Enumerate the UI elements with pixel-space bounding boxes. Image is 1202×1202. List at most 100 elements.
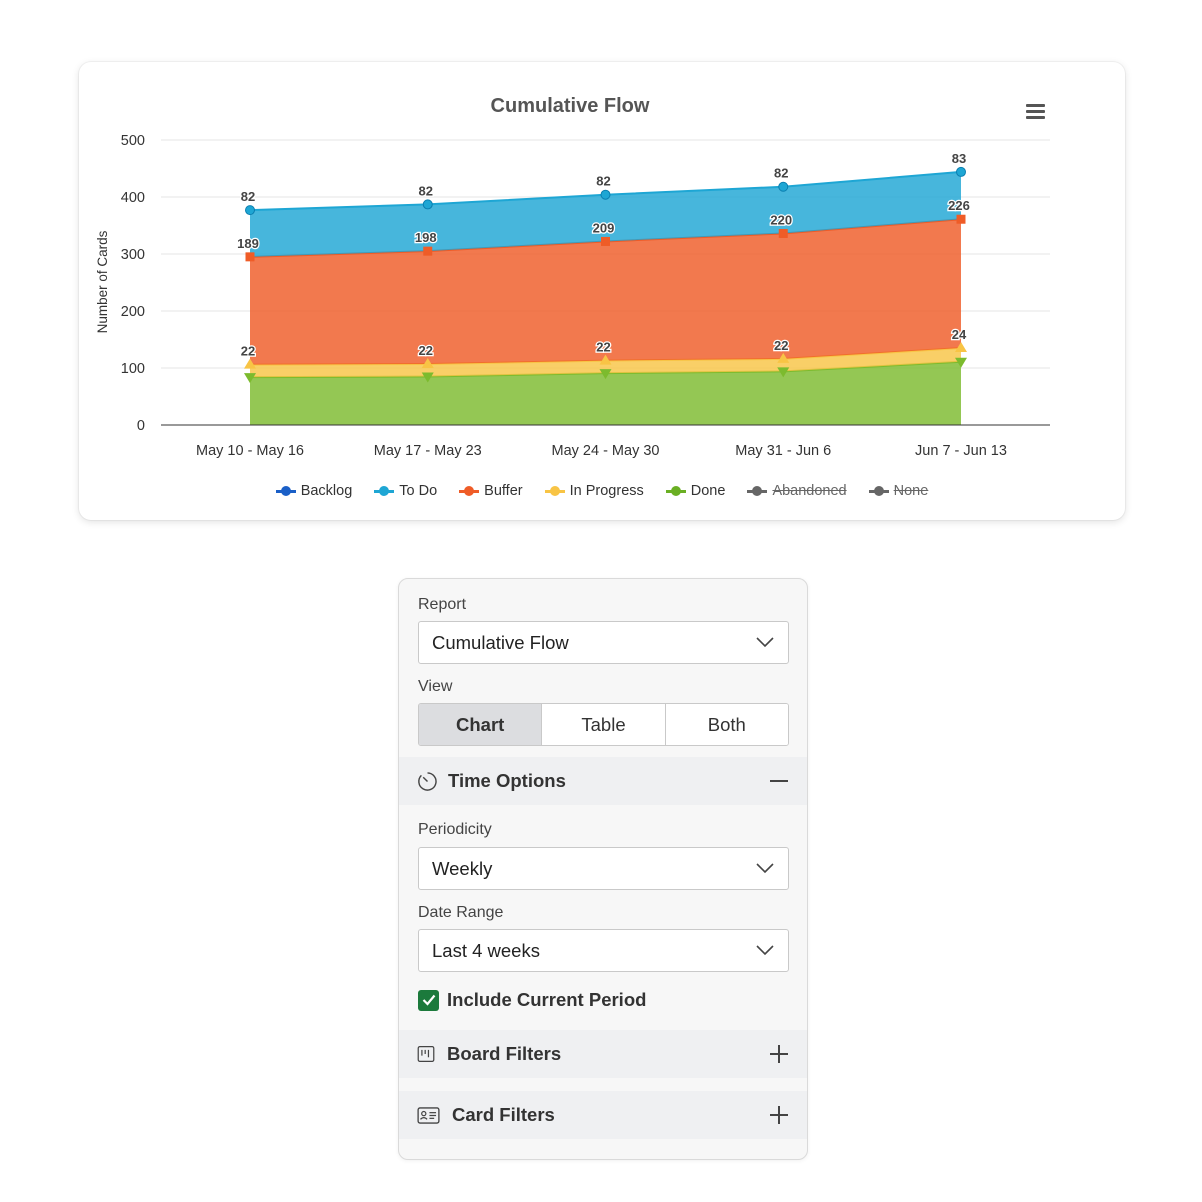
data-label-to-do: 82 xyxy=(596,174,610,189)
point-buffer xyxy=(245,252,255,262)
y-tick-label: 500 xyxy=(121,133,145,149)
chevron-down-icon xyxy=(756,637,774,648)
point-buffer xyxy=(423,246,433,256)
legend-swatch xyxy=(459,485,480,497)
data-label-in-progress: 22 xyxy=(774,338,788,353)
point-done xyxy=(421,372,434,383)
legend-label: Abandoned xyxy=(772,483,847,499)
view-both-button[interactable]: Both xyxy=(664,704,788,745)
chevron-down-icon xyxy=(756,945,774,956)
y-tick-label: 0 xyxy=(137,418,145,434)
report-select[interactable]: Cumulative Flow xyxy=(418,621,789,664)
view-toggle: Chart Table Both xyxy=(418,703,789,746)
data-label-to-do: 82 xyxy=(419,183,433,198)
legend-label: None xyxy=(893,483,929,499)
data-label-to-do: 82 xyxy=(774,166,788,181)
data-label-in-progress: 24 xyxy=(952,327,967,342)
legend-swatch xyxy=(544,485,565,497)
legend-item-backlog[interactable]: Backlog xyxy=(275,481,353,501)
legend-item-done[interactable]: Done xyxy=(665,481,726,501)
include-current-period-checkbox-row[interactable]: Include Current Period xyxy=(418,989,646,1011)
y-axis-label: Number of Cards xyxy=(95,230,110,333)
data-label-buffer: 220 xyxy=(770,212,792,227)
chevron-down-icon xyxy=(756,863,774,874)
id-card-icon xyxy=(417,1107,440,1124)
data-label-in-progress: 22 xyxy=(596,340,610,355)
legend-label: Done xyxy=(690,483,726,499)
point-done xyxy=(777,367,790,378)
legend-label: In Progress xyxy=(569,483,644,499)
board-filters-header[interactable]: Board Filters xyxy=(399,1030,807,1078)
view-chart-button[interactable]: Chart xyxy=(419,704,542,745)
legend-swatch xyxy=(374,485,395,497)
periodicity-select[interactable]: Weekly xyxy=(418,847,789,890)
data-label-buffer: 189 xyxy=(237,236,259,251)
view-table-button[interactable]: Table xyxy=(541,704,665,745)
legend-item-abandoned[interactable]: Abandoned xyxy=(747,481,847,501)
point-buffer xyxy=(601,236,610,246)
point-in-progress xyxy=(421,358,434,369)
data-label-in-progress: 22 xyxy=(419,343,433,358)
checkmark-icon xyxy=(422,994,435,1006)
point-to-do xyxy=(245,205,255,216)
chart-legend: Backlog To Do Buffer In Progress Done Abandon… xyxy=(79,481,1125,501)
point-buffer xyxy=(956,214,966,224)
data-label-in-progress: 22 xyxy=(241,344,255,359)
legend-label: Backlog xyxy=(300,483,353,499)
x-tick-label: Jun 7 - Jun 13 xyxy=(915,443,1007,459)
report-label: Report xyxy=(418,596,467,613)
data-label-to-do: 82 xyxy=(241,189,255,204)
chart-card: Cumulative Flow 0 100 200 300 400 500 Number of… xyxy=(79,62,1125,520)
legend-item-none[interactable]: None xyxy=(868,481,929,501)
legend-label: To Do xyxy=(399,483,438,499)
legend-item-in-progress[interactable]: In Progress xyxy=(544,481,644,501)
point-done xyxy=(599,369,612,380)
x-tick-label: May 31 - Jun 6 xyxy=(735,443,831,459)
data-label-to-do: 83 xyxy=(952,151,966,166)
include-current-period-checkbox[interactable] xyxy=(418,989,439,1011)
point-to-do xyxy=(956,166,966,177)
data-label-buffer: 198 xyxy=(415,230,437,245)
legend-item-to-do[interactable]: To Do xyxy=(374,481,437,501)
plus-icon[interactable] xyxy=(769,1105,789,1125)
point-in-progress xyxy=(955,342,967,353)
periodicity-label: Periodicity xyxy=(418,821,492,838)
legend-item-buffer[interactable]: Buffer xyxy=(459,481,523,501)
x-tick-label: May 10 - May 16 xyxy=(196,443,304,459)
legend-swatch xyxy=(665,485,686,497)
legend-swatch xyxy=(275,485,296,497)
card-filters-header[interactable]: Card Filters xyxy=(399,1091,807,1139)
x-tick-label: May 24 - May 30 xyxy=(552,443,660,459)
y-tick-label: 300 xyxy=(121,247,145,263)
point-to-do xyxy=(600,189,611,200)
include-current-period-label: Include Current Period xyxy=(447,989,647,1010)
time-options-title: Time Options xyxy=(448,770,566,791)
data-label-buffer: 226 xyxy=(948,198,970,213)
date-range-label: Date Range xyxy=(418,904,504,921)
point-buffer xyxy=(778,228,788,238)
chart-menu-icon[interactable] xyxy=(1026,104,1045,120)
legend-swatch xyxy=(868,485,889,497)
cumulative-flow-chart: Cumulative Flow 0 100 200 300 400 500 Number of… xyxy=(95,95,1050,459)
y-tick-label: 200 xyxy=(121,304,145,320)
timer-icon xyxy=(418,772,437,791)
point-done xyxy=(955,357,967,368)
data-label-buffer: 209 xyxy=(593,220,615,235)
legend-swatch xyxy=(747,485,768,497)
report-settings-panel: Report Cumulative Flow View Chart Table … xyxy=(398,578,808,1160)
point-to-do xyxy=(778,181,789,192)
point-done xyxy=(244,373,256,384)
plus-icon[interactable] xyxy=(769,1044,789,1064)
point-in-progress xyxy=(599,354,612,365)
report-select-value: Cumulative Flow xyxy=(432,631,569,653)
legend-label: Buffer xyxy=(484,483,523,499)
point-in-progress xyxy=(777,352,790,363)
x-tick-label: May 17 - May 23 xyxy=(374,443,482,459)
chart-title: Cumulative Flow xyxy=(491,95,650,117)
board-icon xyxy=(417,1046,435,1062)
date-range-select[interactable]: Last 4 weeks xyxy=(418,929,789,972)
time-options-header[interactable]: Time Options xyxy=(399,757,807,805)
board-filters-title: Board Filters xyxy=(447,1043,562,1064)
minus-icon[interactable] xyxy=(769,771,789,791)
card-filters-title: Card Filters xyxy=(452,1104,555,1125)
